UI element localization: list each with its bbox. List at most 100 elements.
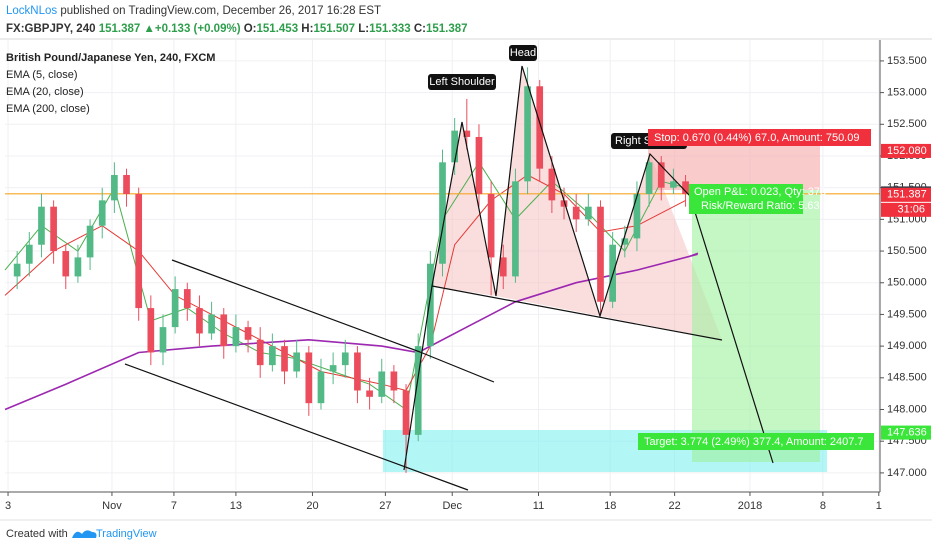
countdown-tag <box>881 202 931 217</box>
x-tick-label: 27 <box>379 500 391 512</box>
price-tag-label: 152.080 <box>887 145 927 157</box>
candle-body <box>487 194 495 258</box>
footer-created: Created with <box>6 528 68 540</box>
candle-body <box>536 86 544 169</box>
candle-body <box>244 327 252 340</box>
candle-body <box>98 200 106 226</box>
x-tick-label: 2018 <box>738 500 762 512</box>
neckline <box>431 285 723 341</box>
x-tick-label: 1 <box>876 500 882 512</box>
candle-body <box>208 314 215 334</box>
arrow: ▲ <box>143 23 154 35</box>
candle-body <box>621 238 629 245</box>
author: LockNLos <box>6 5 57 17</box>
channel-top-ext <box>419 351 495 383</box>
candle-body <box>427 263 434 347</box>
y-tick-label: 149.000 <box>887 340 927 352</box>
left-shoulder-area <box>432 122 496 296</box>
symbol: FX:GBPJPY, 240 <box>6 23 95 35</box>
price-tag-label: 151.387 <box>887 189 927 201</box>
candle-body <box>657 162 665 188</box>
price-tag <box>881 187 931 202</box>
candle-body <box>341 352 349 366</box>
open: 151.453 <box>257 23 299 35</box>
x-tick-label: 7 <box>171 500 177 512</box>
high: 151.507 <box>313 23 355 35</box>
candle-body <box>147 308 155 353</box>
y-tick-label: 148.500 <box>887 372 927 384</box>
candle-body <box>524 86 531 182</box>
stop-label: Stop: 0.670 (0.44%) 67.0, Amount: 750.09 <box>654 132 859 144</box>
o-label: O: <box>244 23 257 35</box>
target-label: Target: 3.774 (2.49%) 377.4, Amount: 240… <box>644 436 864 448</box>
h-label: H: <box>301 23 313 35</box>
candle-body <box>463 130 471 137</box>
candle-body <box>645 162 653 195</box>
x-tick-label: 20 <box>306 500 318 512</box>
ema-tick <box>689 252 699 257</box>
candle-body <box>329 365 337 372</box>
candle-body <box>281 346 288 372</box>
candle-body <box>123 175 130 195</box>
ema-line <box>4 253 698 411</box>
x-tick-label: 3 <box>5 500 11 512</box>
candle-body <box>293 352 301 372</box>
candle-body <box>111 175 118 201</box>
candle-body <box>439 162 446 264</box>
open-pl-label: Open P&L: 0.023, Qty: 373 <box>694 186 826 198</box>
candle-body <box>682 181 689 195</box>
candle-body <box>560 200 568 207</box>
candle-body <box>402 390 410 435</box>
axes: 147.000147.500148.000148.500149.000149.5… <box>5 55 931 512</box>
candle-body <box>317 371 325 404</box>
y-tick-label: 150.000 <box>887 277 927 289</box>
y-tick-label: 149.500 <box>887 308 927 320</box>
x-tick-label: 22 <box>668 500 680 512</box>
head-label: Head <box>510 47 536 59</box>
candle-body <box>159 327 167 353</box>
candle-body <box>135 194 143 309</box>
logo <box>72 530 97 538</box>
candle-body <box>232 327 240 347</box>
pl-box <box>689 184 803 214</box>
stop-box <box>648 129 871 146</box>
candle-body <box>62 251 70 277</box>
candle-body <box>572 206 580 220</box>
price-axis-bg <box>880 40 932 492</box>
legend: British Pound/Japanese Yen, 240, FXCM EM… <box>6 52 215 115</box>
candle-body <box>13 263 21 277</box>
candle-body <box>256 339 264 366</box>
header-line: LockNLos published on TradingView.com, D… <box>6 5 381 17</box>
countdown: 31:06 <box>897 204 925 216</box>
price-tag-label: 147.636 <box>887 426 927 438</box>
labels: Left Shoulder Head Right Shoulder Stop: … <box>428 45 874 450</box>
channel-bottom <box>124 363 469 491</box>
x-tick-label: Dec <box>442 500 462 512</box>
pattern-line <box>403 65 774 471</box>
candle-body <box>305 352 313 404</box>
label-box <box>509 45 537 61</box>
candle-body <box>50 206 57 252</box>
target-zone <box>692 190 820 462</box>
candle-body <box>196 308 203 334</box>
candle-body <box>354 352 361 391</box>
target-box <box>638 433 874 450</box>
candle-body <box>171 289 179 328</box>
low: 151.333 <box>369 23 411 35</box>
candle-body <box>183 289 191 309</box>
candle-body <box>548 168 556 201</box>
candle-body <box>584 206 592 220</box>
legend-entry: EMA (5, close) <box>6 69 78 81</box>
candle-body <box>378 371 386 397</box>
x-tick-label: Nov <box>102 500 122 512</box>
candle-body <box>38 206 45 245</box>
x-tick-label: 18 <box>604 500 616 512</box>
x-tick-label: 8 <box>820 500 826 512</box>
y-tick-label: 153.500 <box>887 55 927 67</box>
channel-top <box>171 259 421 353</box>
candle-body <box>390 371 398 391</box>
label-box <box>428 74 496 90</box>
y-tick-label: 150.500 <box>887 245 927 257</box>
